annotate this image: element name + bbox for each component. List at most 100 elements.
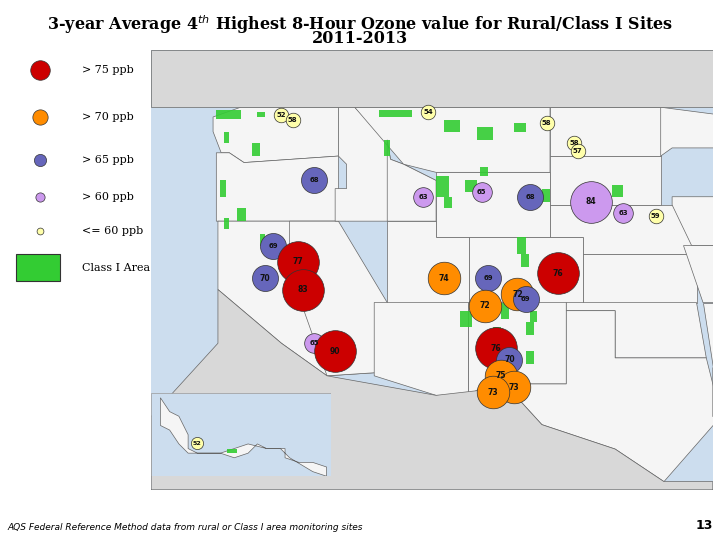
Text: 69: 69 — [269, 242, 278, 248]
Text: 57: 57 — [573, 148, 582, 154]
Point — [618, 208, 629, 217]
Point — [329, 347, 341, 356]
Text: Class I Area: Class I Area — [82, 262, 150, 273]
Point — [525, 192, 536, 201]
Polygon shape — [550, 156, 661, 205]
Polygon shape — [582, 254, 696, 302]
Text: 72: 72 — [480, 301, 490, 310]
Polygon shape — [220, 180, 226, 197]
Point — [569, 139, 580, 147]
Text: 73: 73 — [509, 383, 520, 391]
Text: 68: 68 — [309, 178, 319, 184]
Point — [487, 388, 499, 396]
Point — [276, 111, 287, 120]
Point — [192, 438, 203, 447]
Polygon shape — [501, 302, 509, 319]
Point — [508, 383, 520, 391]
Polygon shape — [531, 310, 537, 322]
Text: 65: 65 — [309, 340, 319, 346]
Polygon shape — [508, 310, 720, 482]
Point — [34, 112, 45, 121]
Point — [476, 187, 487, 196]
Point — [34, 226, 45, 235]
Polygon shape — [672, 197, 720, 246]
Point — [495, 372, 507, 380]
Point — [520, 295, 531, 303]
FancyBboxPatch shape — [151, 393, 331, 476]
Point — [292, 258, 303, 266]
Text: > 60 ppb: > 60 ppb — [82, 192, 134, 202]
Point — [541, 119, 552, 128]
Polygon shape — [703, 302, 720, 368]
Text: 2011-2013: 2011-2013 — [312, 30, 408, 46]
Text: 65: 65 — [477, 189, 487, 195]
Point — [259, 274, 271, 282]
Polygon shape — [260, 234, 265, 246]
Polygon shape — [461, 310, 472, 327]
Text: 70: 70 — [504, 355, 515, 364]
Text: 63: 63 — [418, 194, 428, 200]
Text: 58: 58 — [288, 117, 297, 123]
Polygon shape — [384, 140, 390, 156]
Polygon shape — [379, 111, 412, 117]
Point — [438, 274, 450, 282]
Text: 76: 76 — [491, 343, 502, 353]
Polygon shape — [436, 172, 550, 238]
Text: 75: 75 — [496, 372, 506, 380]
Polygon shape — [213, 107, 338, 163]
Polygon shape — [713, 368, 720, 433]
Polygon shape — [238, 208, 246, 221]
Text: 83: 83 — [297, 285, 308, 294]
Polygon shape — [526, 352, 534, 365]
Text: 72: 72 — [512, 290, 523, 299]
Text: 3-year Average 4$^{th}$ Highest 8-Hour Ozone value for Rural/Class I Sites: 3-year Average 4$^{th}$ Highest 8-Hour O… — [47, 14, 673, 36]
Polygon shape — [287, 254, 293, 270]
Text: 76: 76 — [553, 269, 564, 278]
Polygon shape — [469, 238, 582, 302]
Text: 73: 73 — [487, 388, 498, 396]
Point — [572, 147, 583, 156]
Polygon shape — [444, 197, 452, 208]
Text: 68: 68 — [526, 194, 535, 200]
Text: 52: 52 — [276, 112, 286, 118]
Polygon shape — [683, 246, 720, 302]
Polygon shape — [225, 132, 230, 143]
Text: 70: 70 — [260, 274, 271, 282]
Text: 52: 52 — [193, 441, 202, 446]
Polygon shape — [612, 185, 624, 197]
Text: 58: 58 — [542, 120, 552, 126]
Polygon shape — [228, 449, 237, 453]
Text: 58: 58 — [570, 140, 580, 146]
Polygon shape — [465, 180, 477, 192]
Point — [512, 290, 523, 299]
Polygon shape — [318, 286, 322, 299]
FancyBboxPatch shape — [16, 254, 60, 281]
Point — [482, 274, 494, 282]
Polygon shape — [387, 221, 469, 302]
Polygon shape — [218, 221, 377, 376]
Point — [308, 176, 320, 185]
Text: 77: 77 — [292, 258, 303, 266]
Polygon shape — [444, 120, 461, 132]
Point — [308, 339, 320, 348]
Polygon shape — [526, 322, 534, 335]
Polygon shape — [521, 254, 529, 267]
Point — [268, 241, 279, 250]
Point — [490, 344, 502, 353]
Point — [650, 212, 662, 221]
Polygon shape — [550, 205, 692, 254]
Polygon shape — [567, 302, 706, 358]
Text: 13: 13 — [696, 519, 713, 532]
Polygon shape — [252, 143, 260, 156]
Polygon shape — [355, 107, 550, 221]
Point — [34, 66, 45, 75]
Polygon shape — [518, 238, 526, 254]
Polygon shape — [661, 107, 720, 156]
Polygon shape — [436, 176, 449, 197]
Point — [297, 285, 308, 294]
Text: 63: 63 — [618, 210, 628, 216]
Text: 90: 90 — [330, 347, 341, 356]
Point — [503, 355, 515, 364]
Polygon shape — [161, 398, 327, 476]
Text: <= 60 ppb: <= 60 ppb — [82, 226, 143, 235]
